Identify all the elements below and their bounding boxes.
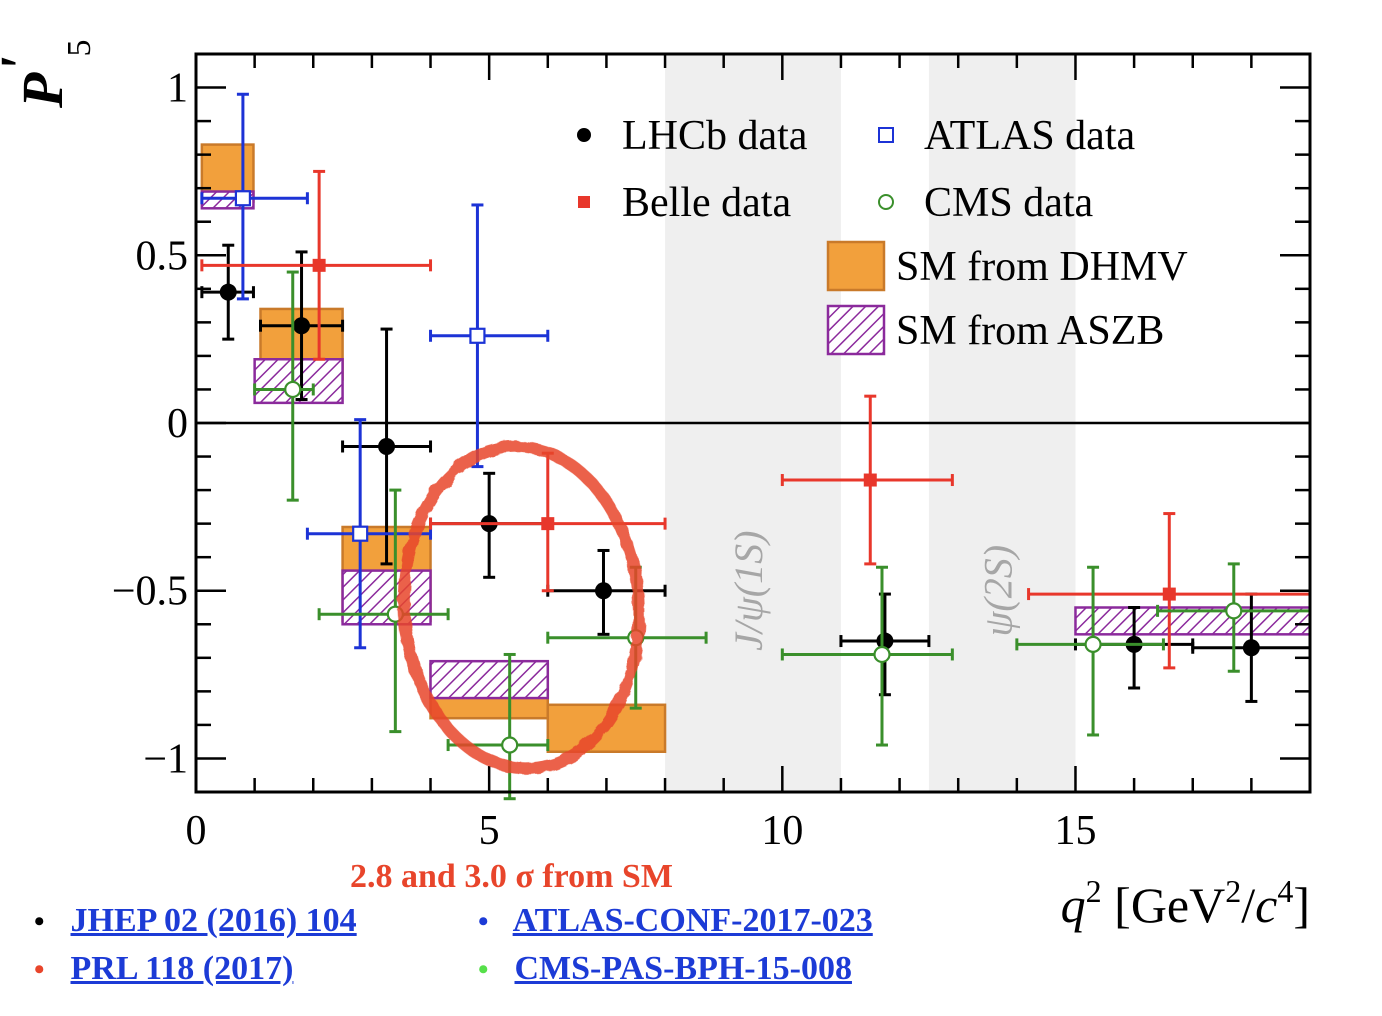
legend-sm-from-aszb-label: SM from ASZB [896,308,1164,354]
lhcb-data-point-0 [219,283,237,301]
y-axis-title-subscript: 5 [61,39,98,56]
significance-ellipse [397,440,645,775]
x-tick-label-0: 0 [186,808,207,854]
x-axis-title-unit-c: c [1255,877,1277,933]
reference-bullet-green: • [478,953,489,986]
y-axis-title: P' 5 [0,39,98,109]
x-axis-title-unit-close: ] [1293,877,1310,933]
y-tick-label-1: 1 [167,66,188,112]
significance-annotation: 2.8 and 3.0 σ from SM [350,858,673,895]
legend-belle-data-marker [578,196,590,208]
legend-sm-from-aszb-swatch [826,304,886,356]
legend-cms-data-label: CMS data [924,180,1094,226]
x-tick-label-15: 15 [1054,808,1096,854]
cms-data-point-0 [284,380,302,399]
cms-data-point-6 [1225,602,1243,620]
cms-data-point-4 [873,645,891,664]
atlas-data-point-0 [234,190,252,207]
reference-bullet-red: • [34,953,45,986]
legend-lhcb-data-marker [577,128,591,142]
x-axis-title-unit-open: [GeV [1102,877,1226,933]
atlas-data-point-1 [352,525,369,542]
x-axis-title-unit-slash: / [1241,877,1255,933]
legend-atlas-data-marker [878,127,894,143]
cms-data-point-2 [501,736,519,754]
reference-link-atlas[interactable]: ATLAS-CONF-2017-023 [512,902,873,939]
legend-sm-from-dhmv-swatch [826,240,886,292]
sm-from-aszb-bin-3 [429,659,550,700]
x-axis-title-unit-sup2: 4 [1277,873,1293,909]
legend-sm-from-dhmv-label: SM from DHMV [896,244,1188,290]
belle-data-point-2 [863,473,877,487]
lhcb-data-point-1 [293,317,311,335]
sm-from-aszb-bin-2 [341,569,432,626]
reference-item-jhep: • JHEP 02 (2016) 104 [34,902,357,940]
x-axis-title-unit-sup: 2 [1225,873,1241,909]
sm-from-aszb-bin-1 [253,358,344,405]
belle-data-point-0 [312,258,326,272]
lhcb-data-point-4 [594,582,612,600]
reference-bullet-black: • [34,905,45,938]
legend-atlas-data-label: ATLAS data [924,113,1135,159]
atlas-data-point-2 [469,327,486,344]
y-tick-label-0-5: −0.5 [112,569,188,615]
reference-link-prl[interactable]: PRL 118 (2017) [70,950,294,987]
x-axis-title-q: q [1061,877,1086,933]
x-axis-title: q2 [GeV2/c4] [1061,873,1310,933]
legend-belle-data-label: Belle data [622,180,791,226]
x-tick-label-10: 10 [761,808,803,854]
x-tick-label-5: 5 [479,808,500,854]
y-axis-title-main: P [10,72,75,109]
legend-lhcb-data-label: LHCb data [622,113,808,159]
veto-region-label-1: ψ(2S) [975,545,1020,636]
veto-region-label-0: J/ψ(1S) [726,531,771,651]
belle-data-point-3 [1162,587,1176,601]
legend-cms-data-marker [878,194,894,210]
reference-item-prl: • PRL 118 (2017) [34,950,293,988]
belle-data-point-1 [541,517,555,531]
lhcb-data-point-2 [378,437,396,455]
x-axis-title-sup: 2 [1086,873,1102,909]
reference-link-jhep[interactable]: JHEP 02 (2016) 104 [70,902,357,939]
reference-item-cms: • CMS-PAS-BPH-15-008 [478,950,852,988]
reference-item-atlas: • ATLAS-CONF-2017-023 [478,902,873,940]
cms-data-point-5 [1084,635,1102,654]
y-tick-label-0: 0 [167,401,188,447]
y-tick-label-0-5: 0.5 [136,233,189,279]
reference-bullet-blue: • [478,905,489,938]
y-axis-title-prime: ' [0,56,53,72]
reference-link-cms[interactable]: CMS-PAS-BPH-15-008 [514,950,852,987]
lhcb-data-point-7 [1242,639,1260,657]
y-tick-label-1: −1 [143,736,188,782]
